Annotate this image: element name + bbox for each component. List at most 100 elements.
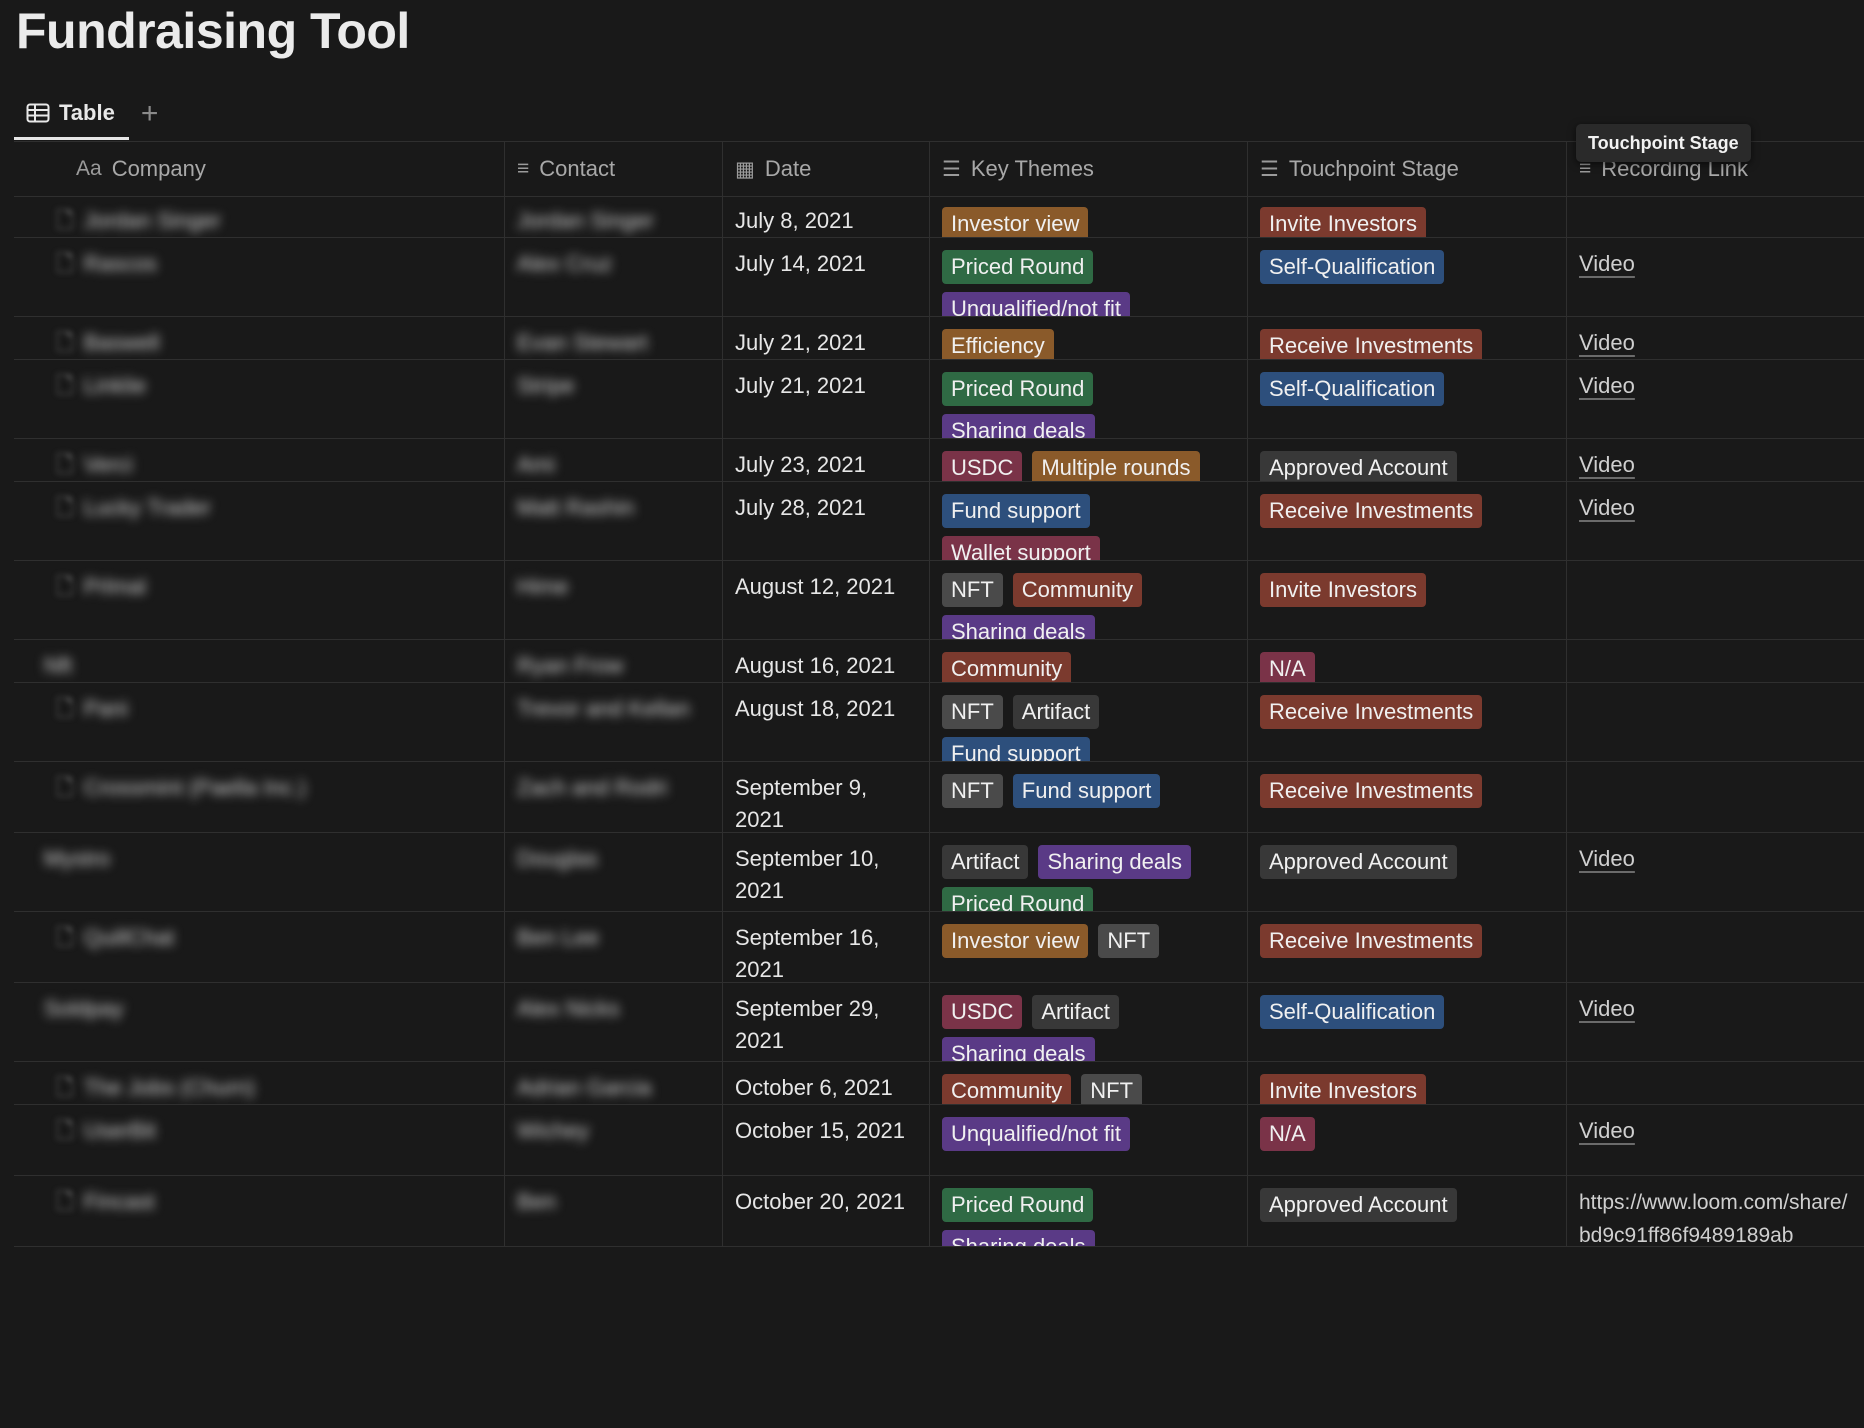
date-cell[interactable]: September 16, 2021 bbox=[723, 912, 930, 982]
date-cell[interactable]: September 10, 2021 bbox=[723, 833, 930, 911]
recording-link-cell[interactable] bbox=[1567, 762, 1864, 832]
date-cell[interactable]: July 21, 2021 bbox=[723, 360, 930, 438]
touchpoint-stage-cell[interactable]: Self-Qualification bbox=[1248, 238, 1567, 316]
contact-cell[interactable]: Matt Rashin bbox=[505, 482, 723, 560]
table-row[interactable]: 🗋 Crossmint (Paella Inc.) Zach and Rodri Se… bbox=[14, 762, 1864, 833]
touchpoint-stage-cell[interactable]: Invite Investors bbox=[1248, 1062, 1567, 1104]
company-cell[interactable]: 🗋 Verci bbox=[14, 439, 505, 481]
key-themes-cell[interactable]: Priced Round Unqualified/not fit bbox=[930, 238, 1248, 316]
touchpoint-stage-cell[interactable]: N/A bbox=[1248, 640, 1567, 682]
table-row[interactable]: 🗋 Lucky Trader Matt Rashin July 28, 2021 Fun… bbox=[14, 482, 1864, 561]
date-cell[interactable]: October 6, 2021 bbox=[723, 1062, 930, 1104]
key-themes-cell[interactable]: Unqualified/not fit bbox=[930, 1105, 1248, 1175]
recording-link-cell[interactable] bbox=[1567, 640, 1864, 682]
company-cell[interactable]: 🗋 Linklie bbox=[14, 360, 505, 438]
recording-link-cell[interactable] bbox=[1567, 683, 1864, 761]
table-row[interactable]: Soldpay Alex Nicks September 29, 2021 USDC A… bbox=[14, 983, 1864, 1062]
company-cell[interactable]: Mystro bbox=[14, 833, 505, 911]
date-cell[interactable]: July 8, 2021 bbox=[723, 195, 930, 237]
key-themes-cell[interactable]: USDC Artifact Sharing deals bbox=[930, 983, 1248, 1061]
touchpoint-stage-cell[interactable]: Receive Investments bbox=[1248, 762, 1567, 832]
contact-cell[interactable]: Ben bbox=[505, 1176, 723, 1246]
touchpoint-stage-cell[interactable]: Self-Qualification bbox=[1248, 983, 1567, 1061]
recording-link[interactable]: Video bbox=[1579, 251, 1635, 276]
table-row[interactable]: 🗋 Baswell Evan Stewart July 21, 2021 Efficie… bbox=[14, 317, 1864, 360]
column-header-key-themes[interactable]: ☰ Key Themes bbox=[930, 142, 1248, 196]
recording-link[interactable]: Video bbox=[1579, 996, 1635, 1021]
date-cell[interactable]: July 14, 2021 bbox=[723, 238, 930, 316]
contact-cell[interactable]: Ryan Frow bbox=[505, 640, 723, 682]
recording-link-cell[interactable] bbox=[1567, 912, 1864, 982]
company-cell[interactable]: 🗋 Prlmal bbox=[14, 561, 505, 639]
recording-link[interactable]: Video bbox=[1579, 373, 1635, 398]
key-themes-cell[interactable]: Investor view bbox=[930, 195, 1248, 237]
touchpoint-stage-cell[interactable]: N/A bbox=[1248, 1105, 1567, 1175]
table-row[interactable]: 🗋 Linklie Stripe July 21, 2021 Priced Round S… bbox=[14, 360, 1864, 439]
contact-cell[interactable]: Ami bbox=[505, 439, 723, 481]
table-row[interactable]: Mystro Douglas September 10, 2021 Artifact S… bbox=[14, 833, 1864, 912]
recording-link-cell[interactable]: Video bbox=[1567, 1105, 1864, 1175]
recording-link-cell[interactable]: Video bbox=[1567, 360, 1864, 438]
contact-cell[interactable]: Alex Nicks bbox=[505, 983, 723, 1061]
date-cell[interactable]: August 18, 2021 bbox=[723, 683, 930, 761]
company-cell[interactable]: 🗋 The Jobs (Churn) bbox=[14, 1062, 505, 1104]
date-cell[interactable]: September 29, 2021 bbox=[723, 983, 930, 1061]
date-cell[interactable]: September 9, 2021 bbox=[723, 762, 930, 832]
table-row[interactable]: 🗋 The Jobs (Churn) Adrian Garcia October 6,… bbox=[14, 1062, 1864, 1105]
company-cell[interactable]: 🗋 Baswell bbox=[14, 317, 505, 359]
contact-cell[interactable]: Zach and Rodri bbox=[505, 762, 723, 832]
column-header-contact[interactable]: ≡ Contact bbox=[505, 142, 723, 196]
company-cell[interactable]: Nft bbox=[14, 640, 505, 682]
table-row[interactable]: 🗋 UserBit Wichey October 15, 2021 Unqualifie… bbox=[14, 1105, 1864, 1176]
table-row[interactable]: 🗋 Verci Ami July 23, 2021 USDC Multiple round… bbox=[14, 439, 1864, 482]
key-themes-cell[interactable]: Efficiency bbox=[930, 317, 1248, 359]
touchpoint-stage-cell[interactable]: Invite Investors bbox=[1248, 561, 1567, 639]
contact-cell[interactable]: Douglas bbox=[505, 833, 723, 911]
key-themes-cell[interactable]: NFT Community Sharing deals bbox=[930, 561, 1248, 639]
key-themes-cell[interactable]: USDC Multiple rounds bbox=[930, 439, 1248, 481]
company-cell[interactable]: Soldpay bbox=[14, 983, 505, 1061]
key-themes-cell[interactable]: Artifact Sharing deals Priced Round bbox=[930, 833, 1248, 911]
recording-link-cell[interactable] bbox=[1567, 195, 1864, 237]
key-themes-cell[interactable]: Fund support Wallet support bbox=[930, 482, 1248, 560]
touchpoint-stage-cell[interactable]: Approved Account bbox=[1248, 439, 1567, 481]
company-cell[interactable]: 🗋 Lucky Trader bbox=[14, 482, 505, 560]
date-cell[interactable]: August 16, 2021 bbox=[723, 640, 930, 682]
key-themes-cell[interactable]: NFT Artifact Fund support bbox=[930, 683, 1248, 761]
table-row[interactable]: 🗋 Prlmal Hime August 12, 2021 NFT Community Sh… bbox=[14, 561, 1864, 640]
date-cell[interactable]: July 21, 2021 bbox=[723, 317, 930, 359]
company-cell[interactable]: 🗋 Fincast bbox=[14, 1176, 505, 1246]
contact-cell[interactable]: Trevor and Kellan bbox=[505, 683, 723, 761]
recording-link-cell[interactable]: Video bbox=[1567, 983, 1864, 1061]
touchpoint-stage-cell[interactable]: Approved Account bbox=[1248, 833, 1567, 911]
column-header-touchpoint-stage[interactable]: ☰ Touchpoint Stage bbox=[1248, 142, 1567, 196]
recording-link-cell[interactable]: Video bbox=[1567, 317, 1864, 359]
contact-cell[interactable]: Jordan Singer bbox=[505, 195, 723, 237]
table-view-tab[interactable]: Table bbox=[14, 88, 129, 140]
key-themes-cell[interactable]: Priced Round Sharing deals bbox=[930, 360, 1248, 438]
touchpoint-stage-cell[interactable]: Receive Investments bbox=[1248, 317, 1567, 359]
contact-cell[interactable]: Ben Lee bbox=[505, 912, 723, 982]
key-themes-cell[interactable]: Community bbox=[930, 640, 1248, 682]
company-cell[interactable]: 🗋 UserBit bbox=[14, 1105, 505, 1175]
company-cell[interactable]: 🗋 QuillChat bbox=[14, 912, 505, 982]
company-cell[interactable]: 🗋 Pani bbox=[14, 683, 505, 761]
recording-link-cell[interactable] bbox=[1567, 561, 1864, 639]
table-row[interactable]: 🗋 Pani Trevor and Kellan August 18, 2021 NFT… bbox=[14, 683, 1864, 762]
contact-cell[interactable]: Adrian Garcia bbox=[505, 1062, 723, 1104]
key-themes-cell[interactable]: Investor view NFT bbox=[930, 912, 1248, 982]
company-cell[interactable]: 🗋 Rascos bbox=[14, 238, 505, 316]
key-themes-cell[interactable]: NFT Fund support bbox=[930, 762, 1248, 832]
contact-cell[interactable]: Wichey bbox=[505, 1105, 723, 1175]
company-cell[interactable]: 🗋 Jordan Singer bbox=[14, 195, 505, 237]
touchpoint-stage-cell[interactable]: Receive Investments bbox=[1248, 912, 1567, 982]
recording-link-cell[interactable]: Video bbox=[1567, 439, 1864, 481]
touchpoint-stage-cell[interactable]: Invite Investors bbox=[1248, 195, 1567, 237]
contact-cell[interactable]: Hime bbox=[505, 561, 723, 639]
contact-cell[interactable]: Alex Cruz bbox=[505, 238, 723, 316]
column-header-date[interactable]: ▦ Date bbox=[723, 142, 930, 196]
table-row[interactable]: 🗋 Fincast Ben October 20, 2021 Priced Round S… bbox=[14, 1176, 1864, 1247]
recording-link-cell[interactable]: Video bbox=[1567, 238, 1864, 316]
recording-link[interactable]: Video bbox=[1579, 495, 1635, 520]
recording-link[interactable]: Video bbox=[1579, 452, 1635, 477]
